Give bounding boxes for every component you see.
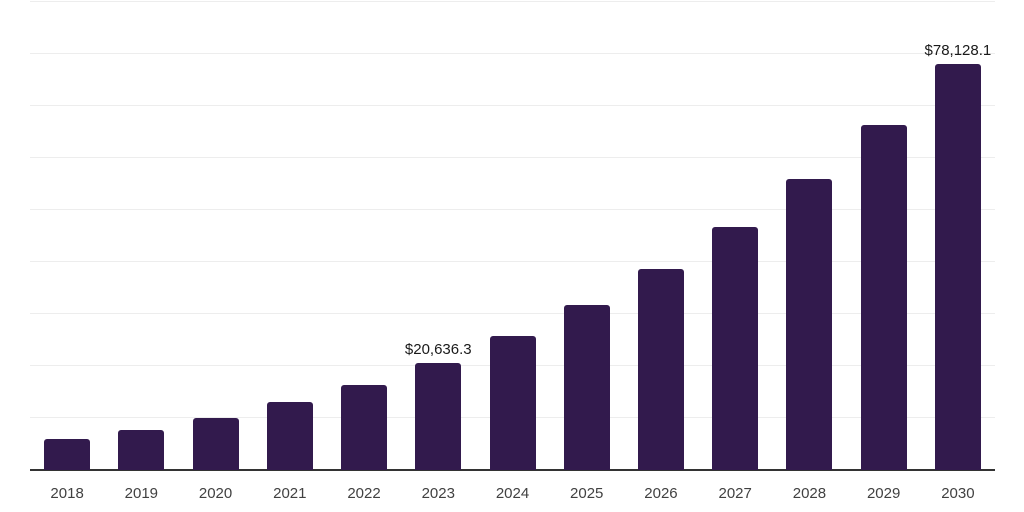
bar-2030 (934, 63, 981, 470)
gridline-40000 (30, 261, 995, 262)
bar-2029 (860, 125, 907, 470)
x-tick-label-2023: 2023 (421, 485, 455, 502)
x-tick-label-2025: 2025 (570, 485, 604, 502)
bar-2023 (415, 362, 462, 470)
x-tick-label-2020: 2020 (198, 485, 233, 502)
bar-2022 (341, 384, 388, 470)
gridline-60000 (30, 157, 995, 158)
value-label-2030: $78,128.1 (924, 41, 992, 59)
value-label-2023: $20,636.3 (404, 340, 472, 358)
x-tick-label-2027: 2027 (718, 485, 752, 502)
x-tick-label-2022: 2022 (347, 485, 381, 502)
gridline-50000 (30, 209, 995, 210)
gridline-70000 (30, 105, 995, 106)
bar-2026 (637, 268, 684, 470)
x-tick-label-2030: 2030 (941, 485, 975, 502)
bar-2021 (266, 401, 313, 470)
bar-2024 (489, 335, 536, 470)
plot-area: $20,636.3 $78,128.1 (30, 1, 995, 471)
bar-2027 (712, 227, 759, 470)
gridline-30000 (30, 313, 995, 314)
gridline-90000 (30, 1, 995, 2)
x-tick-label-2024: 2024 (495, 485, 530, 502)
x-tick-label-2029: 2029 (866, 485, 901, 502)
bar-2019 (118, 430, 165, 470)
bar-2020 (192, 417, 239, 470)
x-tick-label-2028: 2028 (792, 485, 827, 502)
x-tick-label-2026: 2026 (644, 485, 678, 502)
x-tick-label-2019: 2019 (124, 485, 159, 502)
x-axis-line (30, 469, 995, 471)
x-tick-label-2018: 2018 (50, 485, 84, 502)
x-tick-label-2021: 2021 (273, 485, 307, 502)
gridline-80000 (30, 53, 995, 54)
bar-2018 (44, 439, 91, 470)
bar-2025 (563, 305, 610, 470)
bar-2028 (786, 179, 833, 470)
x-axis-tick-labels: 2018 2019 2020 2021 2022 2023 2024 2025 2026 2027… (30, 470, 995, 504)
